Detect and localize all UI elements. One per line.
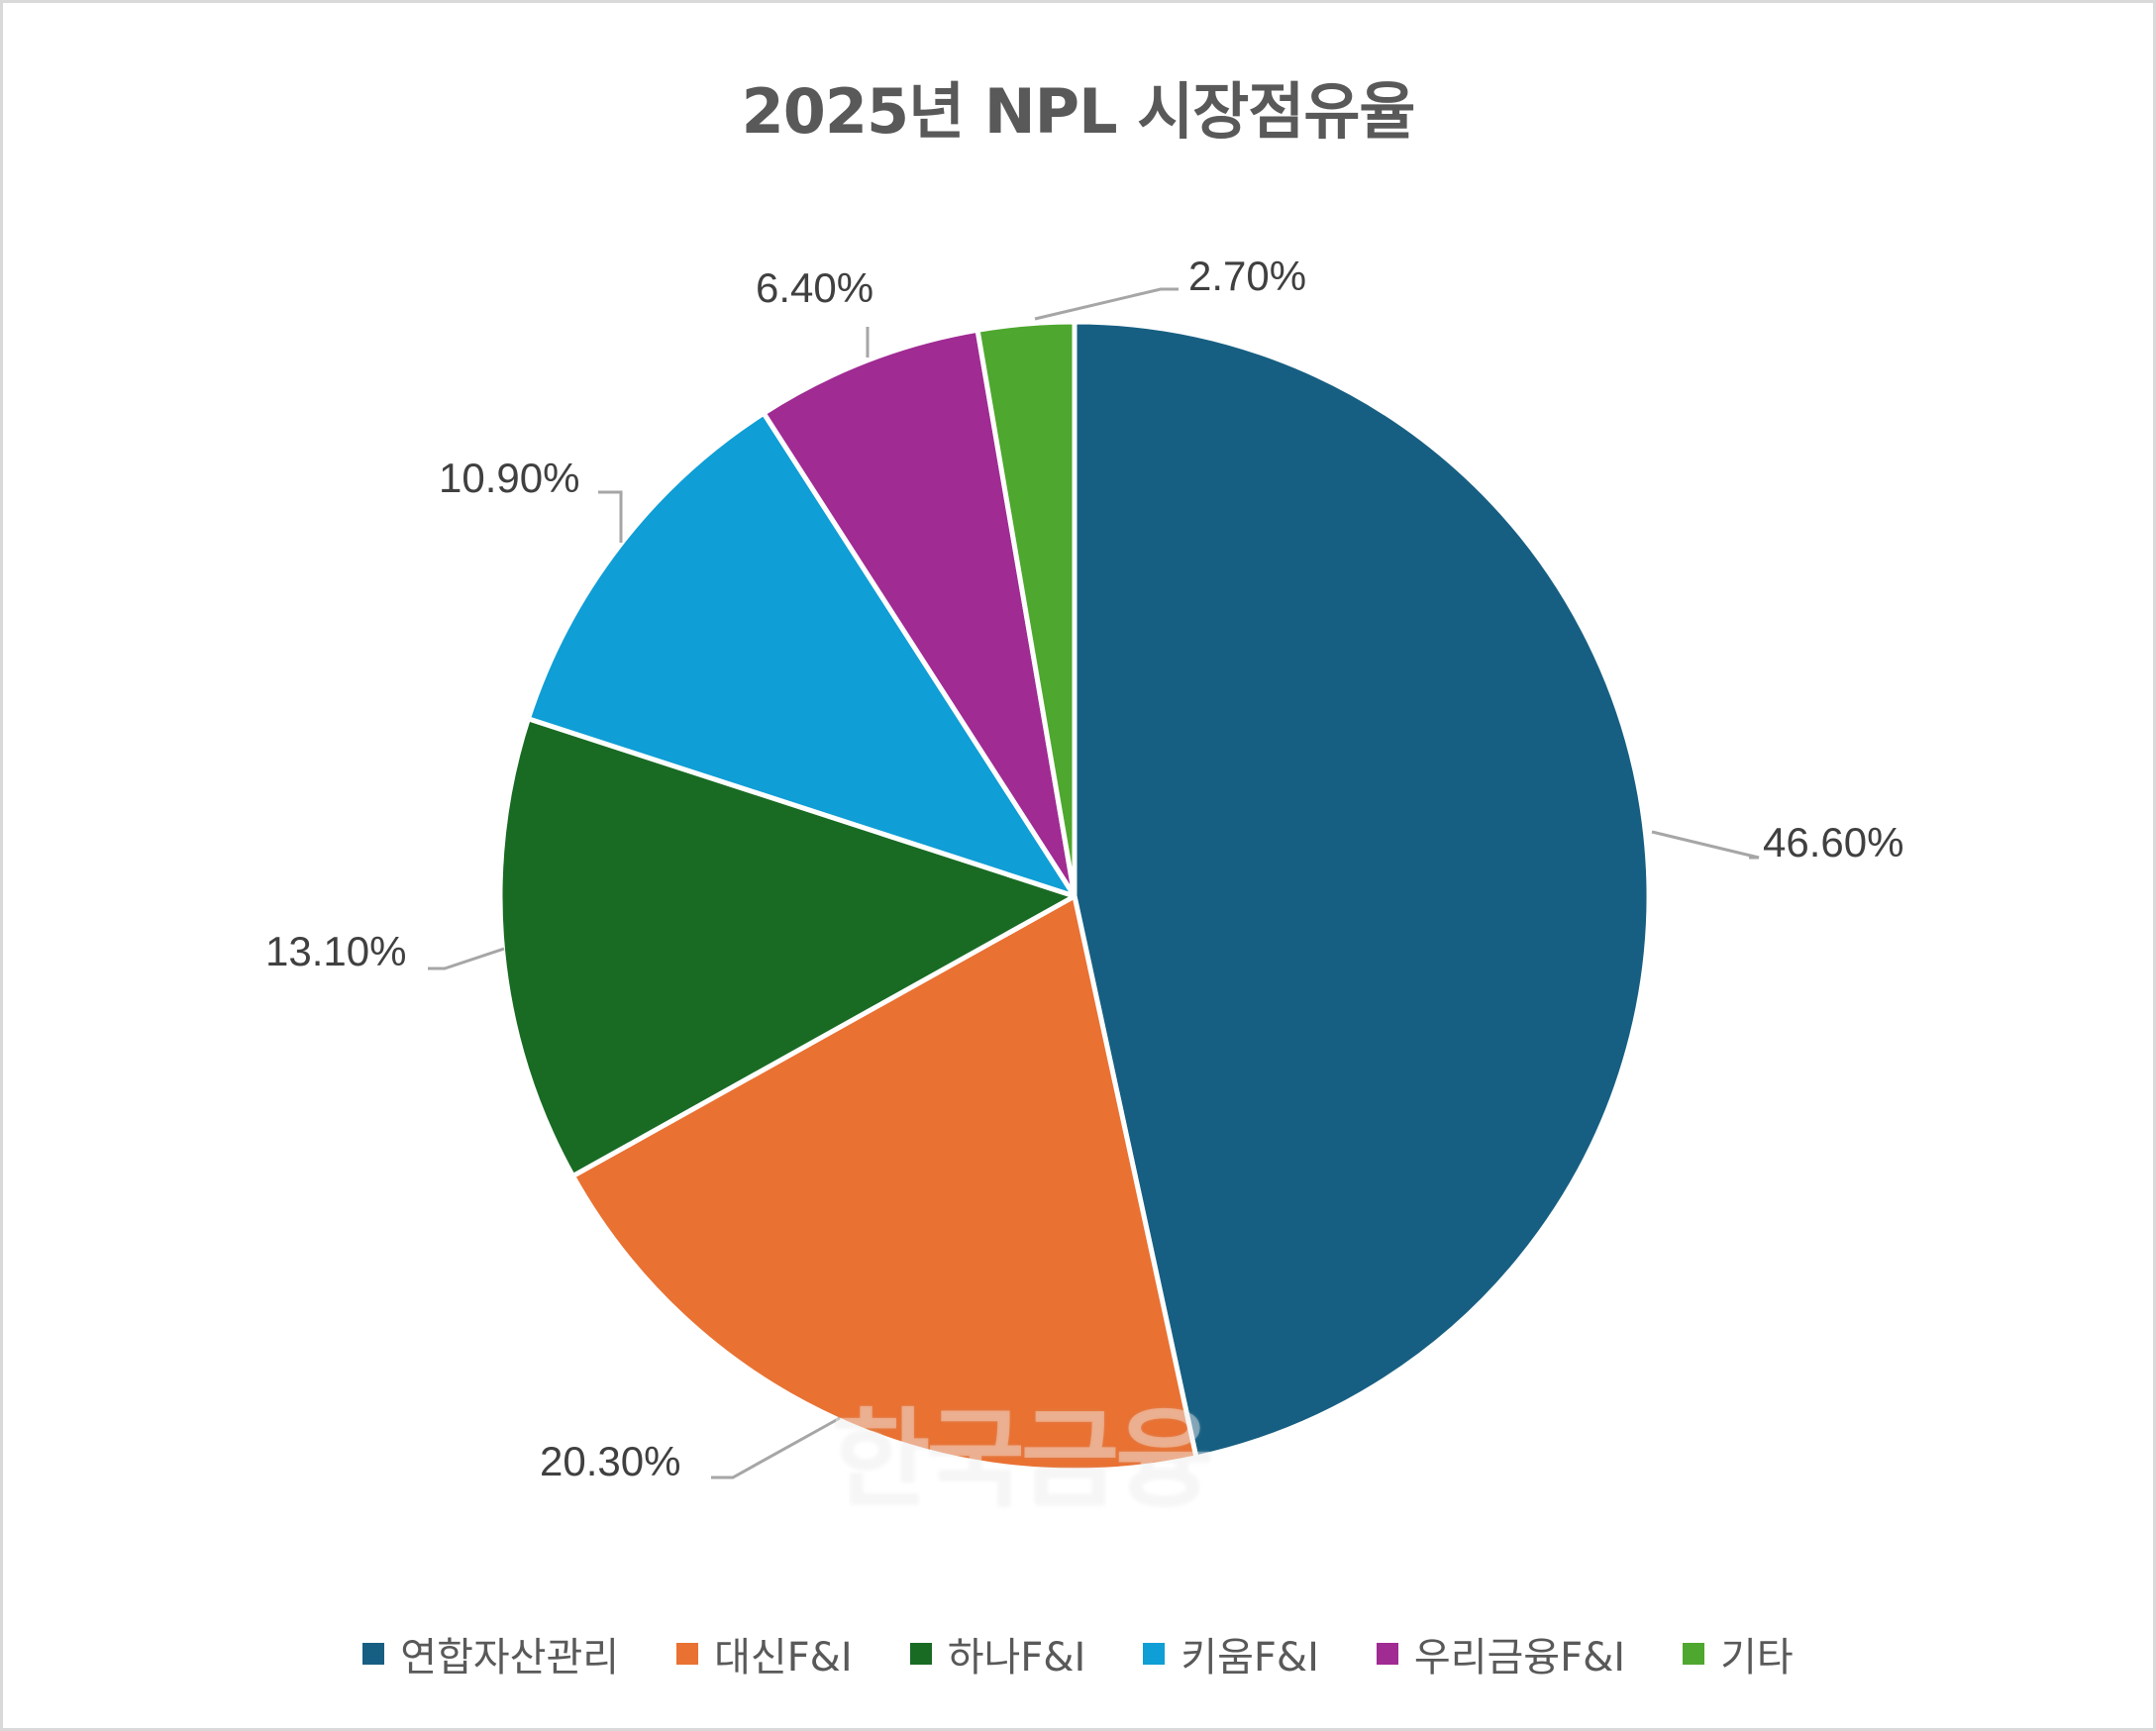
legend-label: 키움F&I	[1181, 1635, 1319, 1680]
legend-item-4: 우리금융F&I	[1376, 1625, 1626, 1682]
legend: 연합자산관리 대신F&I 하나F&I 키움F&I 우리금융F&I 기타	[0, 1624, 2156, 1683]
legend-swatch-icon	[362, 1643, 385, 1665]
leader-line	[428, 947, 505, 970]
legend-item-1: 대신F&I	[676, 1625, 853, 1682]
legend-swatch-icon	[1683, 1643, 1705, 1665]
leader-line	[711, 1416, 841, 1479]
legend-item-5: 기타	[1683, 1625, 1794, 1682]
legend-swatch-icon	[676, 1643, 699, 1665]
legend-item-2: 하나F&I	[909, 1625, 1086, 1682]
data-label: 10.90%	[439, 455, 579, 501]
leader-line	[1034, 287, 1179, 321]
legend-label: 대신F&I	[714, 1635, 853, 1680]
data-label: 2.70%	[1188, 253, 1306, 299]
data-labels: 46.60% 20.30% 13.10% 10.90% 6.40% 2.70%	[265, 253, 1903, 1484]
pie-slices	[497, 319, 1652, 1474]
pie-slice-5	[975, 319, 1078, 899]
data-label: 13.10%	[265, 928, 406, 974]
legend-item-3: 키움F&I	[1143, 1625, 1319, 1682]
legend-label: 기타	[1720, 1635, 1794, 1680]
data-label: 6.40%	[756, 264, 873, 311]
data-label: 20.30%	[540, 1438, 680, 1484]
legend-label: 우리금융F&I	[1413, 1635, 1626, 1680]
pie-slice-2	[497, 716, 1078, 1179]
leader-line	[1651, 830, 1760, 860]
data-label: 46.60%	[1763, 819, 1903, 866]
pie-slice-0	[1072, 319, 1652, 1461]
leader-lines	[428, 287, 1760, 1479]
legend-swatch-icon	[1143, 1643, 1166, 1665]
pie-slice-3	[525, 410, 1078, 899]
legend-item-0: 연합자산관리	[362, 1625, 619, 1682]
leader-line	[598, 490, 623, 543]
pie-slice-4	[761, 327, 1078, 899]
chart-title: 2025년 NPL 시장점유율	[741, 75, 1416, 148]
legend-label: 연합자산관리	[400, 1635, 620, 1680]
legend-swatch-icon	[909, 1643, 932, 1665]
legend-swatch-icon	[1376, 1643, 1398, 1665]
legend-label: 하나F&I	[947, 1635, 1086, 1680]
